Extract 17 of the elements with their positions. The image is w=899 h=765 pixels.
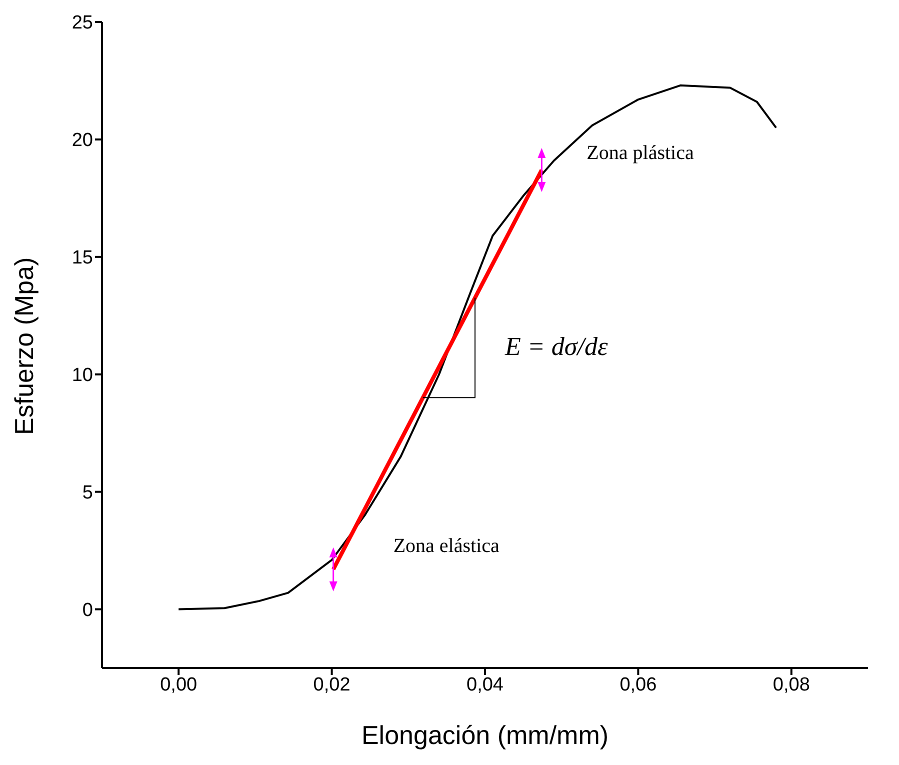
x-axis-title: Elongación (mm/mm) xyxy=(361,720,609,750)
x-tick-label: 0,02 xyxy=(313,674,350,696)
y-tick-label: 0 xyxy=(82,600,93,622)
line-series xyxy=(178,84,778,610)
x-tick-label: 0,04 xyxy=(466,674,504,696)
y-tick-label: 10 xyxy=(72,365,93,386)
annotation: E = dσ/dε xyxy=(505,332,608,362)
y-tick-label: 20 xyxy=(72,130,93,152)
x-tick-label: 0,08 xyxy=(772,674,810,696)
y-axis-title: Esfuerzo (Mpa) xyxy=(9,257,40,435)
y-tick-label: 25 xyxy=(72,12,93,34)
annotation: Zona plástica xyxy=(586,142,694,165)
x-tick-label: 0,00 xyxy=(160,674,198,696)
y-tick-label: 5 xyxy=(82,482,93,504)
x-tick-label: 0,06 xyxy=(620,674,657,696)
y-tick-label: 15 xyxy=(72,248,93,269)
annotation: Zona elástica xyxy=(393,535,500,558)
